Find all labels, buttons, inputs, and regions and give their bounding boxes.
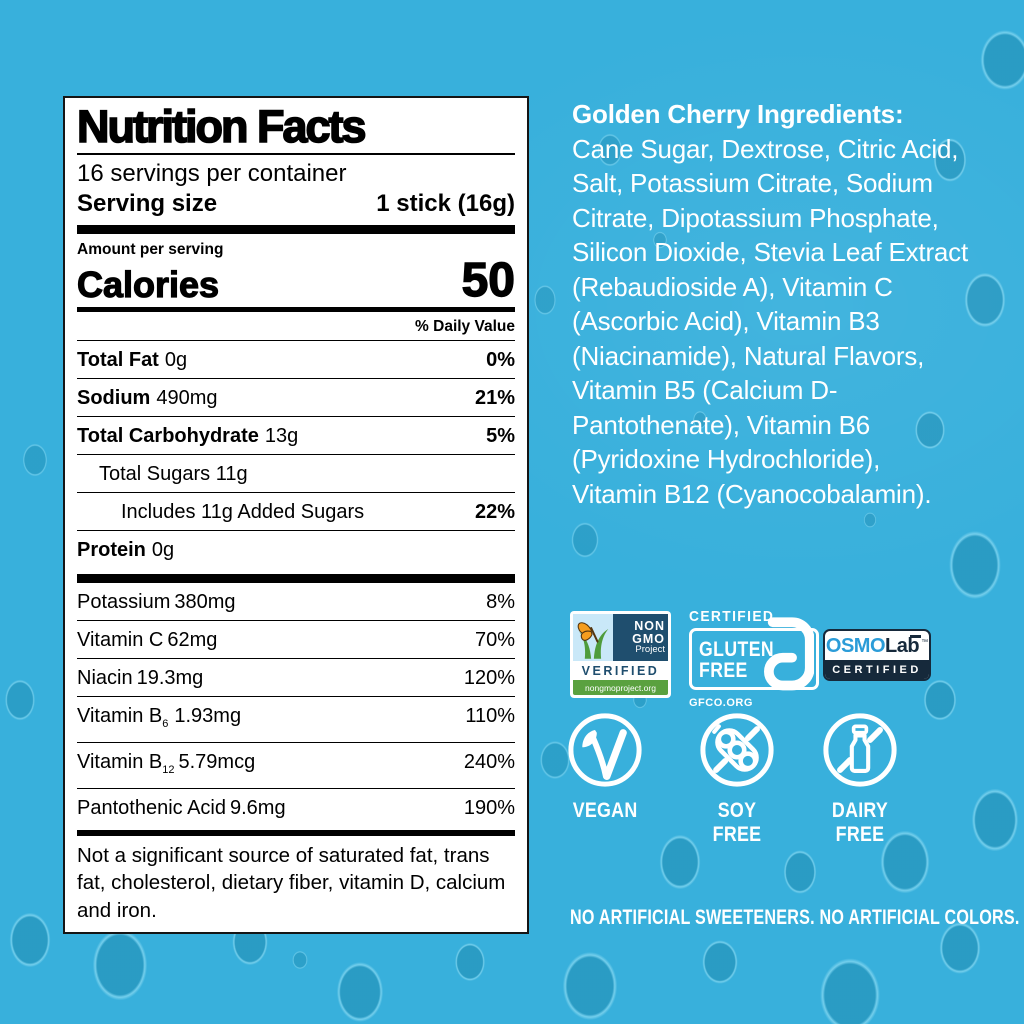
ingredients-heading: Golden Cherry Ingredients: (572, 99, 904, 129)
thick-divider (77, 574, 515, 583)
daily-value-header: % Daily Value (415, 318, 515, 336)
vegan-icon (568, 713, 642, 787)
nutrient-row-total-fat: Total Fat 0g 0% (77, 341, 515, 380)
calories-row: Calories 50 (76, 254, 516, 308)
verified-text: VERIFIED (581, 664, 660, 678)
micro-row-potassium: Potassium 380mg 8% (77, 583, 515, 621)
dairy-free-mark: DAIRY FREE (806, 710, 914, 847)
nutrient-row-added-sugars: Includes 11g Added Sugars 22% (77, 493, 515, 532)
no-artificial-claim: NO ARTIFICIAL SWEETENERS. NO ARTIFICIAL … (570, 905, 1020, 929)
non-gmo-project-verified-badge: NON GMO Project VERIFIED nongmoproject.o… (570, 611, 671, 698)
nutrition-facts-title: Nutrition Facts (76, 100, 367, 152)
ingredients-body: Cane Sugar, Dextrose, Citric Acid, Salt,… (572, 133, 968, 509)
micro-row-niacin: Niacin 19.3mg 120% (77, 659, 515, 697)
micro-row-vitamin-b6: Vitamin B6 1.93mg 110% (77, 697, 515, 743)
calories-value: 50 (461, 254, 516, 308)
gfco-org-text: GFCO.ORG (689, 697, 753, 709)
soy-free-icon (700, 713, 774, 787)
amount-per-serving-label: Amount per serving (77, 241, 224, 259)
soy-free-mark: SOY FREE (683, 710, 791, 847)
vegan-mark: VEGAN (551, 710, 659, 823)
footnote: Not a significant source of saturated fa… (77, 843, 506, 922)
certified-gluten-free-badge: CERTIFIED GLUTEN FREE GFCO.ORG (689, 608, 819, 709)
serving-size-label: Serving size (77, 190, 218, 218)
nutrient-row-protein: Protein 0g (77, 539, 175, 562)
micro-row-vitamin-b12: Vitamin B12 5.79mcg 240% (77, 743, 515, 789)
gluten-free-g-icon (764, 617, 814, 691)
butterfly-grass-icon (573, 614, 613, 661)
servings-per-container: 16 servings per container (77, 160, 347, 188)
divider (77, 340, 515, 342)
divider (77, 153, 515, 156)
serving-size-row: Serving size 1 stick (16g) (77, 189, 515, 219)
ingredients-paragraph: Golden Cherry Ingredients: Cane Sugar, De… (572, 97, 970, 511)
nutrient-row-sodium: Sodium 490mg 21% (77, 379, 515, 418)
serving-size-value: 1 stick (16g) (376, 190, 515, 218)
micro-row-pantothenic-acid: Pantothenic Acid 9.6mg 190% (77, 797, 515, 819)
osmolab-certified-badge: OSMO Lab ™ CERTIFIED (823, 629, 931, 681)
micro-row-vitamin-c: Vitamin C 62mg 70% (77, 621, 515, 659)
dairy-free-icon (823, 713, 897, 787)
thick-divider (77, 225, 515, 235)
nutrition-facts-panel: Nutrition Facts 16 servings per containe… (63, 96, 529, 934)
non-gmo-url: nongmoproject.org (573, 680, 668, 695)
calories-label: Calories (76, 263, 220, 305)
nutrient-row-total-sugars: Total Sugars 11g (77, 455, 515, 494)
medium-divider (77, 830, 515, 836)
nutrient-row-carbohydrate: Total Carbohydrate 13g 5% (77, 417, 515, 456)
medium-divider (77, 306, 515, 313)
